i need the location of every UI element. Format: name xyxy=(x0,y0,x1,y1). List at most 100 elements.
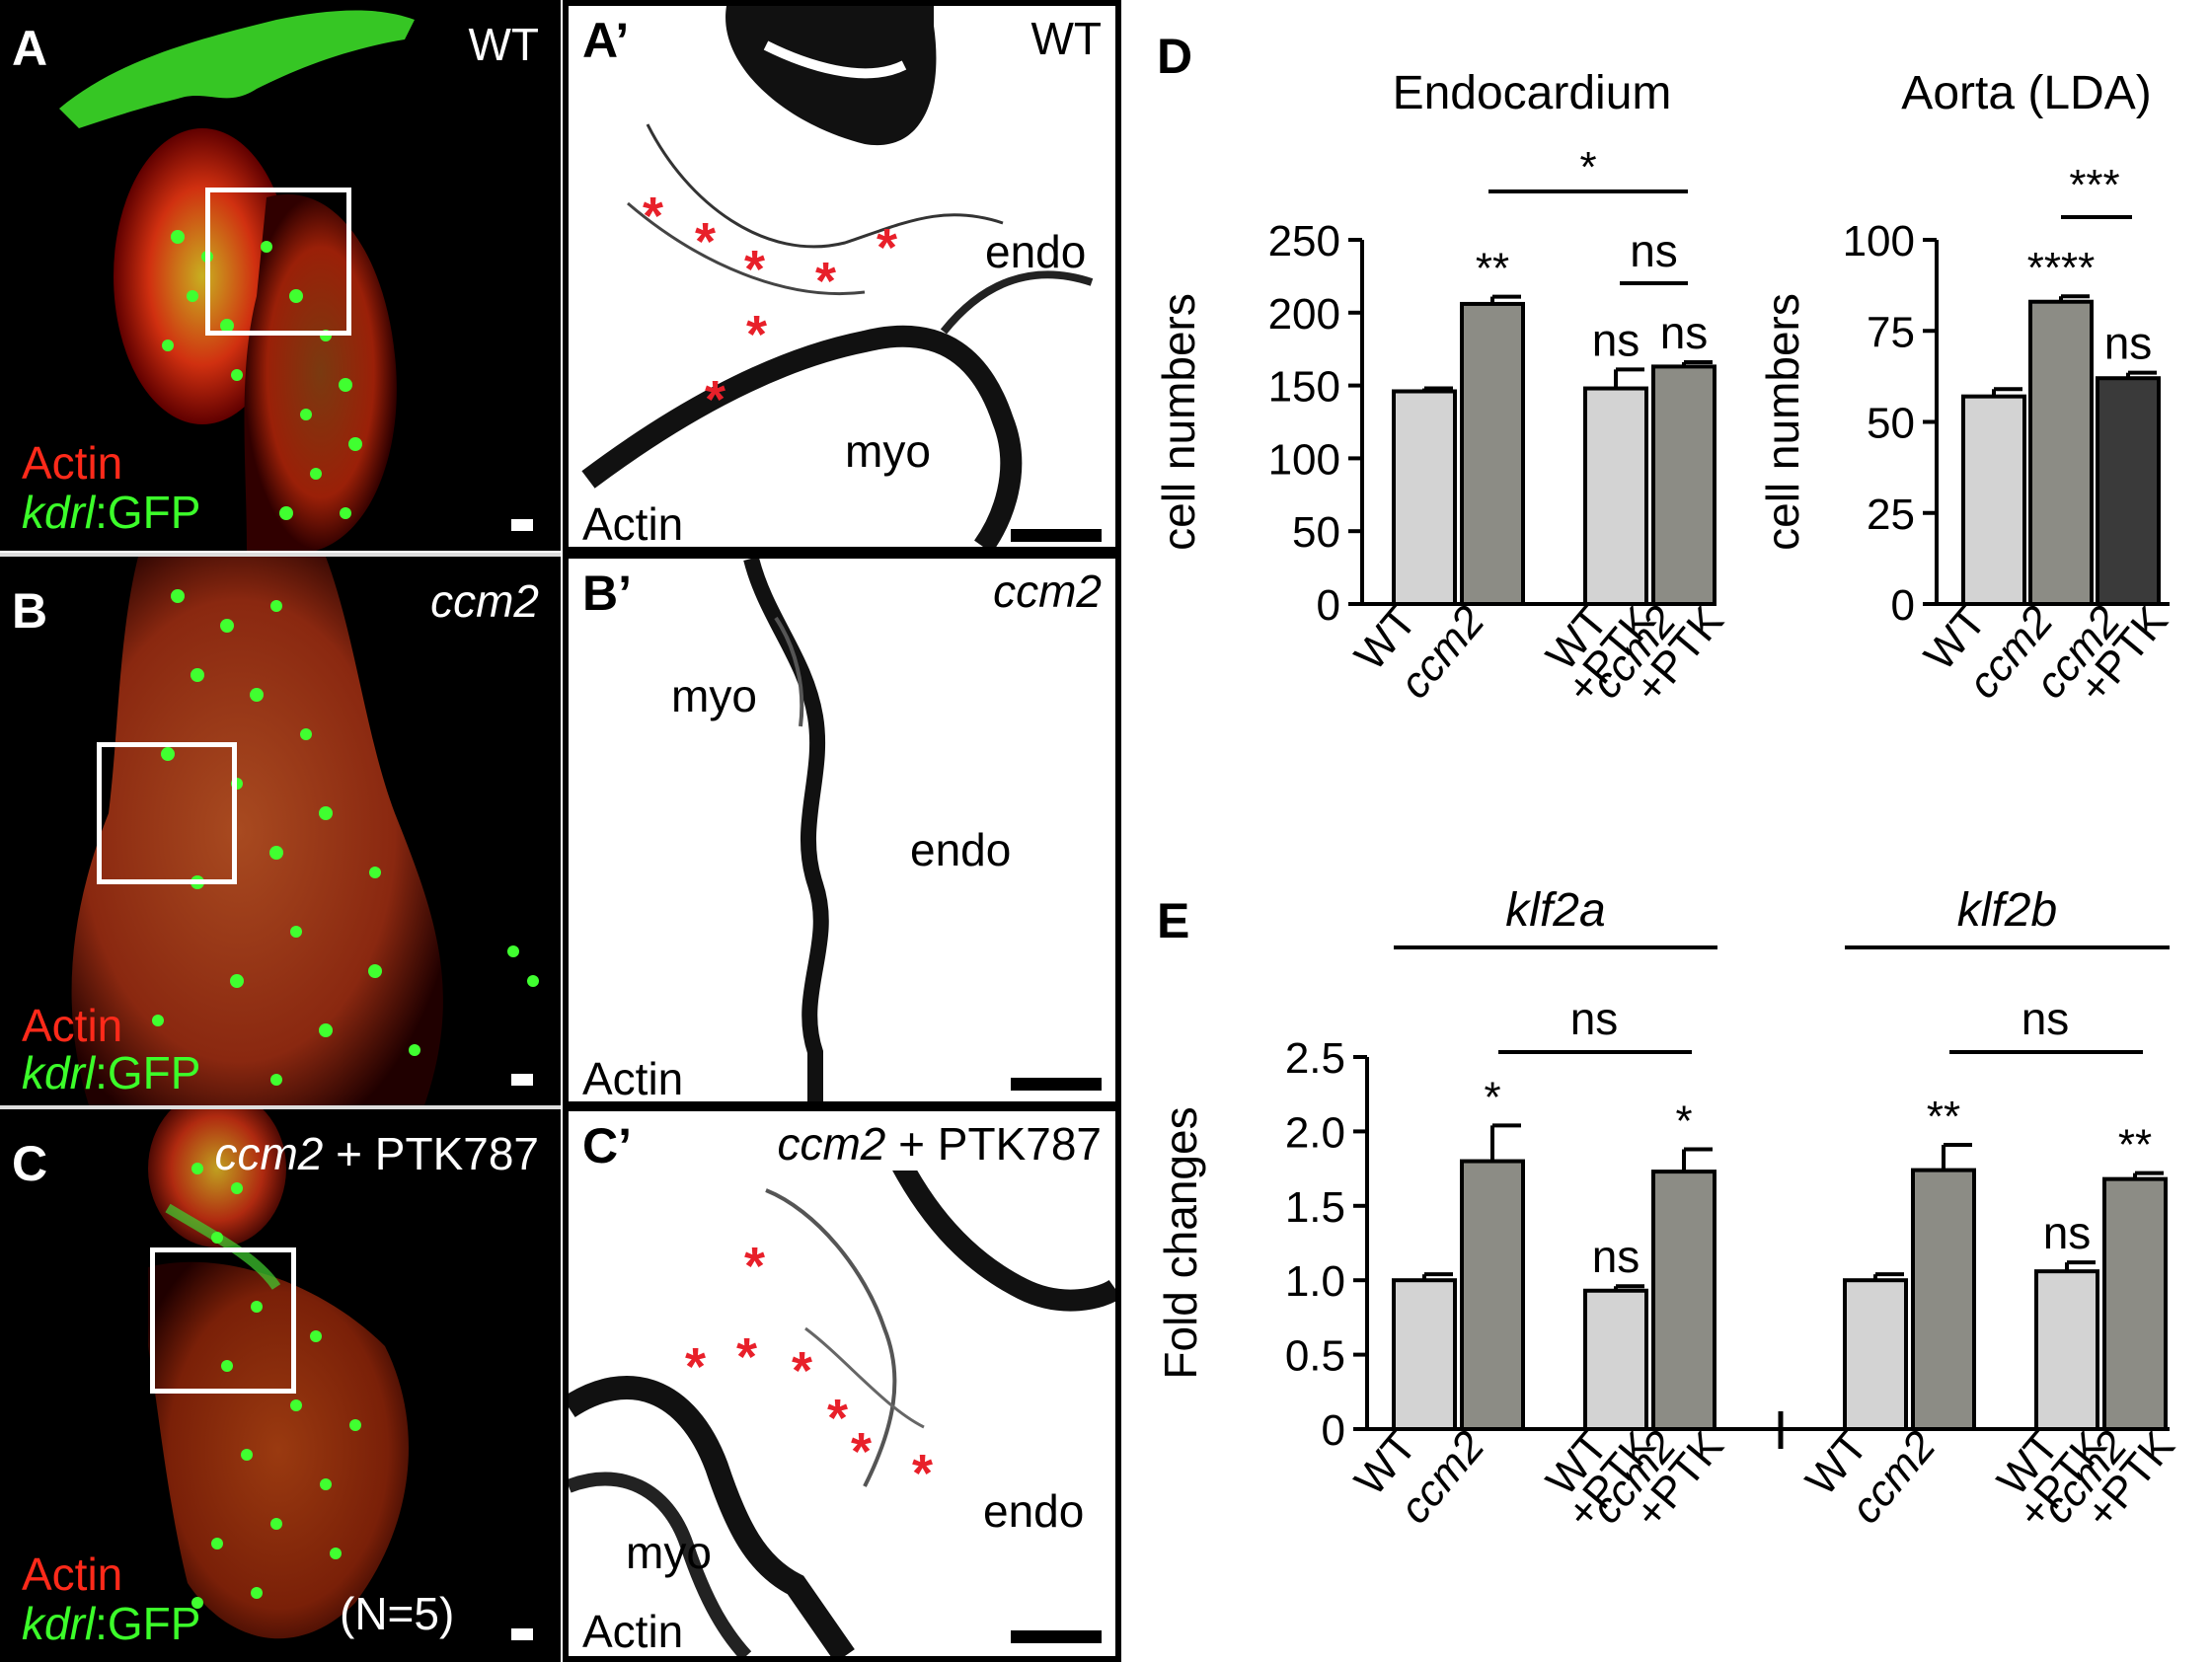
y-tick-label: 0 xyxy=(1317,581,1340,630)
bar xyxy=(1843,1278,1908,1431)
endo-label: endo xyxy=(910,824,1012,875)
scale-bar xyxy=(1011,1630,1102,1643)
bar xyxy=(1911,1168,1976,1432)
asterisk: * xyxy=(744,1237,766,1296)
category-label: WT xyxy=(1796,1422,1877,1505)
category-label: ccm2 xyxy=(1391,597,1494,708)
significance-label: ** xyxy=(1476,245,1509,293)
y-tick-label: 75 xyxy=(1867,308,1915,356)
panel-label: A’ xyxy=(582,13,630,68)
significance-label: ** xyxy=(2118,1121,2152,1170)
bar xyxy=(1583,1288,1648,1431)
actin-label-box: Actin xyxy=(574,1605,692,1657)
asterisk: * xyxy=(643,187,664,246)
category-label: +PTK xyxy=(1558,597,1665,713)
y-tick-label: 1.5 xyxy=(1285,1183,1345,1232)
endo-label: endo xyxy=(983,1485,1085,1537)
chart-title: Endocardium xyxy=(1393,67,1672,119)
actin-label: Actin xyxy=(582,1053,684,1104)
panel-label-e: E xyxy=(1157,893,1190,948)
significance-label: ns xyxy=(1660,307,1709,358)
panel-label: B xyxy=(12,583,48,639)
divider xyxy=(0,553,561,557)
bar xyxy=(1460,1159,1525,1432)
myo-label: myo xyxy=(626,1527,712,1578)
asterisk: * xyxy=(744,240,766,299)
legend-gfp: kdrl:GFP xyxy=(22,1047,201,1098)
bar xyxy=(2034,1269,2099,1431)
heart-fluorescence-b xyxy=(71,557,539,1105)
panel-label-box: C’ xyxy=(574,1117,640,1174)
category-label: ccm2 xyxy=(1582,1422,1686,1533)
category-label: WT xyxy=(1537,1422,1618,1505)
bar xyxy=(1392,389,1457,606)
bar xyxy=(1583,386,1648,606)
roi-box xyxy=(150,1247,296,1394)
myo-label: myo xyxy=(845,425,931,477)
scale-bar xyxy=(1011,1078,1102,1091)
y-tick-label: 1.0 xyxy=(1285,1257,1345,1306)
y-tick-label: 100 xyxy=(1268,435,1340,484)
y-tick-label: 100 xyxy=(1843,217,1915,265)
panel-label: C xyxy=(12,1136,48,1191)
significance-label: ns xyxy=(2043,1207,2092,1258)
significance-label: **** xyxy=(2027,244,2096,292)
condition-label: ccm2 xyxy=(993,566,1102,617)
asterisk: * xyxy=(705,370,726,429)
panel-label-box: A’ xyxy=(574,12,638,69)
category-label: +PTK xyxy=(1558,1422,1665,1538)
panel-c-image: C ccm2 + PTK787 Actin kdrl:GFP (N=5) xyxy=(0,1109,561,1662)
actin-label: Actin xyxy=(582,498,684,550)
category-label: ccm2 xyxy=(1959,597,2063,708)
significance-label: ns xyxy=(1592,1231,1640,1282)
category-label: WT xyxy=(1345,1422,1426,1505)
y-tick-label: 0.5 xyxy=(1285,1332,1345,1381)
asterisk: * xyxy=(685,1337,707,1397)
y-axis-label: Fold changes xyxy=(1155,1106,1206,1379)
bar xyxy=(2096,376,2161,606)
category-label: +PTK xyxy=(1626,597,1733,713)
panel-label: A xyxy=(12,21,48,76)
n-note: (N=5) xyxy=(340,1588,455,1639)
roi-box xyxy=(205,188,351,336)
significance-label: ns xyxy=(1570,993,1619,1044)
bar xyxy=(2028,299,2094,606)
panel-label: C’ xyxy=(582,1118,632,1173)
asterisk: * xyxy=(746,305,768,364)
scale-bar xyxy=(511,1074,533,1086)
y-tick-label: 50 xyxy=(1867,400,1915,448)
y-tick-label: 150 xyxy=(1268,363,1340,412)
y-tick-label: 0 xyxy=(1891,581,1915,630)
y-axis-label: cell numbers xyxy=(1757,293,1808,551)
endo-label: endo xyxy=(985,226,1087,277)
asterisk: * xyxy=(736,1327,758,1387)
y-tick-label: 50 xyxy=(1292,508,1340,557)
asterisk: * xyxy=(912,1444,934,1503)
y-tick-label: 2.5 xyxy=(1285,1034,1345,1083)
y-tick-label: 2.0 xyxy=(1285,1108,1345,1157)
bar xyxy=(1651,364,1716,606)
significance-label: ns xyxy=(2021,993,2070,1044)
asterisk: * xyxy=(851,1422,873,1481)
category-label: WT xyxy=(1345,597,1426,680)
bar xyxy=(1460,301,1525,606)
panel-label: B’ xyxy=(582,566,632,621)
condition-label: WT xyxy=(468,19,539,70)
actin-label: Actin xyxy=(582,1606,684,1657)
panel-a-image: A WT Actin kdrl:GFP xyxy=(0,0,561,551)
bar xyxy=(1392,1278,1457,1431)
category-label: ccm2 xyxy=(2026,597,2130,708)
legend-actin: Actin xyxy=(22,437,123,489)
condition-label: WT xyxy=(1030,13,1102,64)
y-tick-label: 0 xyxy=(1322,1406,1345,1455)
scale-bar xyxy=(511,519,533,531)
panel-c-prime-image: C’ ccm2 + PTK787 * * * * * * * myo endo … xyxy=(563,1105,1121,1662)
panel-b-image: B ccm2 Actin kdrl:GFP xyxy=(0,557,561,1105)
legend-gfp: kdrl:GFP xyxy=(22,487,201,538)
legend-actin: Actin xyxy=(22,1000,123,1051)
actin-label-box: Actin xyxy=(574,1052,692,1104)
panel-b-prime-image: B’ ccm2 myo endo Actin xyxy=(563,553,1121,1107)
group-header-label: klf2a xyxy=(1505,884,1605,937)
condition-label-box: ccm2 + PTK787 xyxy=(769,1117,1109,1171)
category-label: +PTK xyxy=(2009,1422,2116,1538)
